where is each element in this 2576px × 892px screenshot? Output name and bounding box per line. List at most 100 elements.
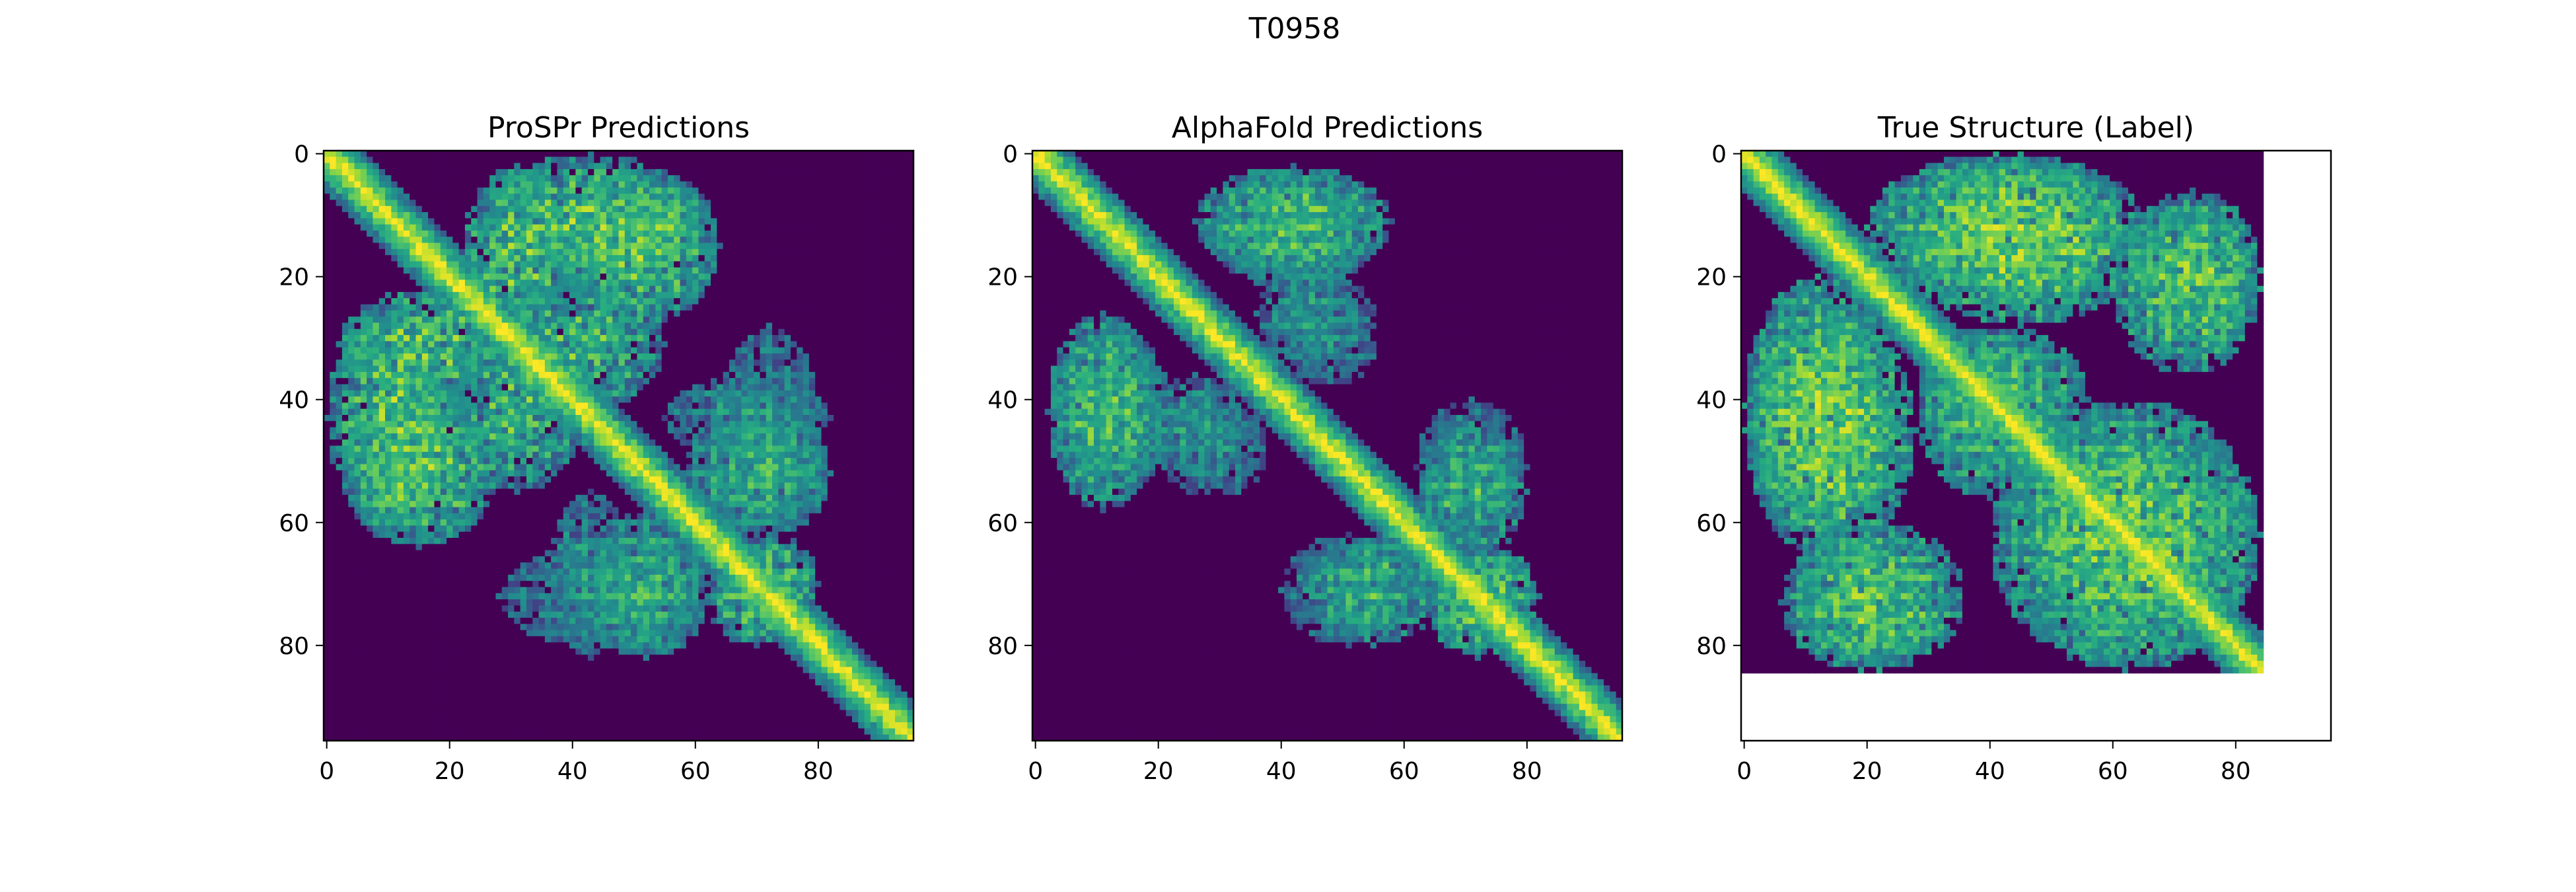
- heatmap-cell: [871, 268, 877, 274]
- heatmap-cell: [846, 231, 853, 237]
- heatmap-cell: [355, 212, 361, 219]
- heatmap-cell: [551, 188, 557, 194]
- heatmap-cell: [662, 378, 668, 385]
- heatmap-cell: [662, 212, 668, 219]
- heatmap-cell: [416, 218, 423, 225]
- heatmap-cell: [889, 292, 896, 299]
- heatmap-cell: [821, 329, 828, 336]
- heatmap-cell: [434, 415, 441, 422]
- heatmap-cell: [495, 206, 502, 213]
- heatmap-cell: [692, 390, 699, 397]
- heatmap-cell: [495, 464, 502, 470]
- heatmap-cell: [404, 218, 410, 225]
- heatmap-cell: [336, 335, 343, 342]
- heatmap-cell: [686, 194, 693, 200]
- heatmap-cell: [489, 322, 496, 329]
- heatmap-cell: [508, 279, 515, 286]
- heatmap-cell: [532, 206, 539, 213]
- heatmap-cell: [532, 169, 539, 176]
- heatmap-cell: [434, 231, 441, 237]
- heatmap-cell: [901, 458, 908, 465]
- heatmap-cell: [588, 384, 594, 390]
- heatmap-cell: [760, 335, 766, 342]
- heatmap-cell: [723, 359, 730, 366]
- heatmap-cell: [840, 446, 846, 453]
- heatmap-cell: [882, 452, 889, 459]
- heatmap-cell: [514, 359, 520, 366]
- heatmap-cell: [416, 372, 423, 379]
- heatmap-cell: [330, 243, 336, 250]
- heatmap-cell: [778, 452, 785, 459]
- heatmap-cell: [520, 200, 527, 206]
- heatmap-cell: [865, 439, 871, 446]
- heatmap-cell: [692, 427, 699, 434]
- heatmap-cell: [619, 329, 626, 336]
- heatmap-cell: [379, 372, 386, 379]
- heatmap-cell: [520, 237, 527, 243]
- heatmap-cell: [385, 322, 392, 329]
- heatmap-cell: [404, 384, 410, 390]
- heatmap-cell: [723, 378, 730, 385]
- heatmap-cell: [582, 329, 589, 336]
- heatmap-cell: [821, 268, 828, 274]
- heatmap-cell: [514, 188, 520, 194]
- heatmap-cell: [680, 372, 687, 379]
- heatmap-cell: [588, 169, 594, 176]
- heatmap-cell: [404, 348, 410, 354]
- heatmap-cell: [452, 415, 459, 422]
- heatmap-cell: [612, 249, 619, 256]
- heatmap-cell: [355, 446, 361, 453]
- heatmap-cell: [797, 335, 803, 342]
- heatmap-cell: [539, 390, 546, 397]
- heatmap-cell: [871, 446, 877, 453]
- heatmap-cell: [385, 255, 392, 262]
- heatmap-cell: [895, 446, 902, 453]
- heatmap-cell: [606, 409, 613, 416]
- heatmap-cell: [637, 402, 643, 409]
- heatmap-cell: [797, 169, 803, 176]
- heatmap-cell: [735, 261, 742, 268]
- heatmap-cell: [742, 335, 748, 342]
- heatmap-cell: [600, 188, 607, 194]
- heatmap-cell: [355, 322, 361, 329]
- heatmap-cell: [882, 286, 889, 293]
- heatmap-cell: [459, 305, 466, 311]
- heatmap-cell: [410, 249, 416, 256]
- heatmap-cell: [551, 305, 557, 311]
- heatmap-cell: [840, 237, 846, 243]
- heatmap-cell: [348, 182, 355, 188]
- heatmap-cell: [428, 464, 435, 470]
- heatmap-cell: [625, 464, 631, 470]
- heatmap-cell: [785, 163, 791, 170]
- heatmap-cell: [367, 225, 373, 231]
- heatmap-cell: [895, 298, 902, 305]
- heatmap-cell: [324, 311, 330, 317]
- heatmap-cell: [539, 433, 546, 440]
- heatmap-cell: [606, 421, 613, 427]
- heatmap-cell: [858, 274, 865, 280]
- heatmap-cell: [631, 439, 637, 446]
- heatmap-cell: [569, 427, 576, 434]
- heatmap-cell: [742, 243, 748, 250]
- heatmap-cell: [852, 396, 859, 403]
- heatmap-cell: [526, 390, 533, 397]
- heatmap-cell: [760, 237, 766, 243]
- heatmap-cell: [889, 421, 896, 427]
- heatmap-cell: [483, 298, 490, 305]
- heatmap-cell: [686, 151, 693, 157]
- heatmap-cell: [582, 274, 589, 280]
- heatmap-cell: [452, 384, 459, 390]
- heatmap-cell: [840, 200, 846, 206]
- heatmap-cell: [520, 353, 527, 360]
- heatmap-cell: [803, 366, 810, 373]
- heatmap-cell: [606, 446, 613, 453]
- heatmap-cell: [698, 341, 705, 348]
- heatmap-cell: [821, 335, 828, 342]
- heatmap-cell: [600, 182, 607, 188]
- heatmap-cell: [625, 322, 631, 329]
- heatmap-cell: [655, 439, 662, 446]
- heatmap-cell: [404, 341, 410, 348]
- heatmap-cell: [557, 341, 563, 348]
- heatmap-cell: [674, 188, 680, 194]
- heatmap-cell: [434, 348, 441, 354]
